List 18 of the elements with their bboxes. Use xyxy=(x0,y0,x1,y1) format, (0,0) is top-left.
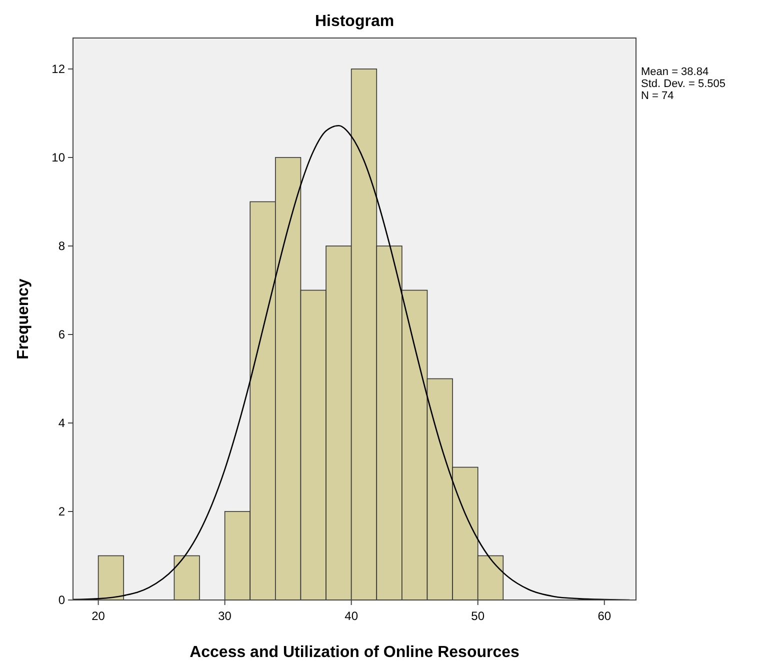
y-tick-label: 10 xyxy=(52,150,66,165)
x-tick-label: 60 xyxy=(598,609,612,623)
y-tick-label: 6 xyxy=(58,328,66,342)
y-tick-label: 8 xyxy=(58,239,66,254)
x-tick-label: 40 xyxy=(344,609,358,623)
y-tick-label: 12 xyxy=(52,62,66,76)
x-tick-label: 20 xyxy=(92,609,106,623)
text: Mean = 38.84 xyxy=(641,66,709,78)
x-tick-label: 30 xyxy=(218,609,232,623)
y-tick-label: 2 xyxy=(58,504,66,519)
text: Std. Dev. = 5.505 xyxy=(641,78,726,90)
y-tick-label: 4 xyxy=(58,416,66,430)
x-tick-label: 50 xyxy=(471,609,485,623)
x-axis-title: Access and Utilization of Online Resources xyxy=(190,644,520,661)
y-axis-title: Frequency xyxy=(15,278,32,360)
y-tick-label: 0 xyxy=(58,593,66,608)
chart-title: Histogram xyxy=(314,13,394,30)
text: N = 74 xyxy=(641,90,674,102)
